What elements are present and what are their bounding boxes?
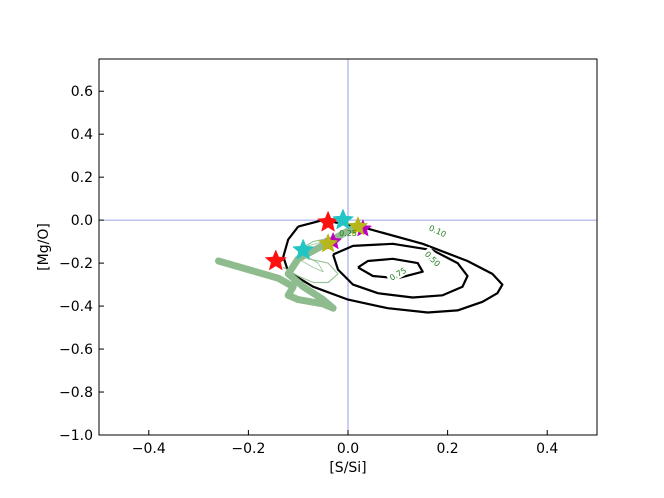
series-line-1 — [282, 226, 359, 284]
y-tick-label: −0.2 — [59, 256, 93, 272]
y-tick-label: 0.0 — [71, 213, 93, 229]
x-tick-label: 0.2 — [436, 441, 458, 457]
y-axis-label: [Mg/O] — [36, 223, 52, 271]
star-markers — [264, 208, 373, 271]
y-axis-ticks: −1.0 −0.8 −0.6 −0.4 −0.2 0.0 0.2 0.4 0.6 — [59, 84, 104, 444]
star-marker-2 — [292, 238, 315, 260]
y-tick-label: 0.6 — [71, 84, 93, 100]
y-tick-label: 0.4 — [71, 127, 93, 143]
x-tick-label: 0.4 — [536, 441, 558, 457]
star-marker-3 — [331, 208, 355, 230]
x-tick-label: 0.0 — [337, 441, 359, 457]
star-marker-0 — [264, 249, 287, 271]
star-marker-7 — [347, 215, 369, 236]
y-tick-label: −0.8 — [59, 385, 93, 401]
x-tick-label: −0.2 — [231, 441, 265, 457]
contour-label-bg — [421, 246, 445, 271]
y-tick-label: −1.0 — [59, 428, 93, 444]
y-tick-label: −0.6 — [59, 342, 93, 358]
contour-label-bg — [385, 263, 410, 284]
star-marker-6 — [317, 233, 339, 253]
contour-label-bg — [425, 220, 451, 241]
y-tick-label: −0.4 — [59, 299, 93, 315]
x-axis-label: [S/Si] — [329, 460, 366, 476]
y-tick-label: 0.2 — [71, 170, 93, 186]
contour-label-inner: 0.25 — [339, 229, 357, 238]
contour-line-2 — [357, 257, 424, 280]
x-tick-label: −0.4 — [132, 441, 166, 457]
x-axis-ticks: −0.4 −0.2 0.0 0.2 0.4 — [132, 430, 558, 457]
contour-line-1 — [332, 242, 469, 299]
